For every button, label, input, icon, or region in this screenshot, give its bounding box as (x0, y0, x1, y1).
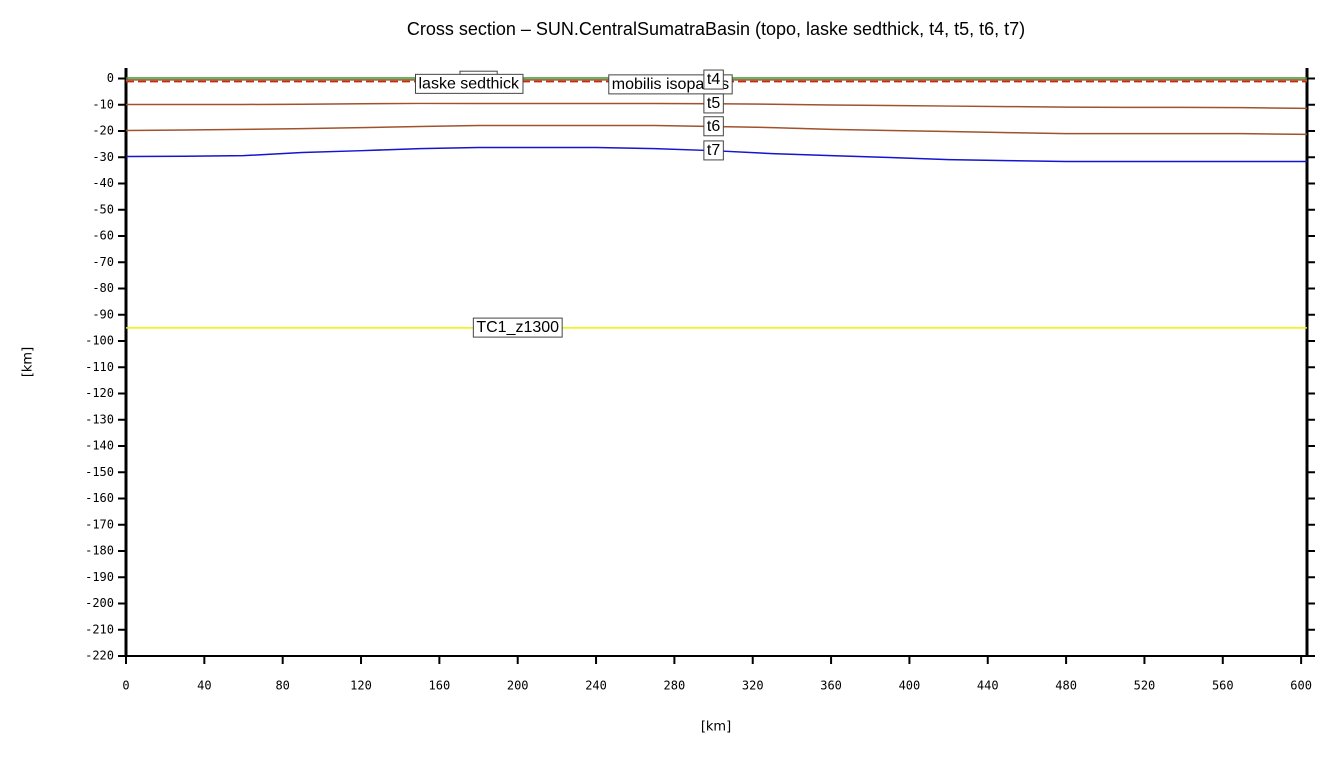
x-tick-label: 80 (275, 679, 289, 693)
y-tick-label: -50 (92, 202, 114, 216)
x-tick-label: 40 (197, 679, 211, 693)
y-tick-label: -80 (92, 281, 114, 295)
label-box (703, 140, 724, 161)
y-tick-label: -220 (85, 649, 114, 663)
y-tick-label: -200 (85, 596, 114, 610)
y-tick-label: 0 (107, 71, 114, 85)
y-tick-label: -160 (85, 491, 114, 505)
x-tick-label: 600 (1290, 679, 1312, 693)
y-tick-label: -170 (85, 517, 114, 531)
y-tick-label: -210 (85, 622, 114, 636)
series-label: laske sedthick (418, 75, 519, 92)
series-label: t6 (707, 118, 720, 135)
y-axis-label: [km] (21, 347, 36, 377)
label-box (472, 317, 563, 338)
y-tick-label: -140 (85, 439, 114, 453)
label-box (703, 69, 724, 90)
y-tick-label: -40 (92, 176, 114, 190)
series-label: TC1_z1300 (476, 319, 559, 336)
x-tick-label: 200 (507, 679, 529, 693)
y-tick-label: -190 (85, 570, 114, 584)
x-tick-label: 120 (350, 679, 372, 693)
y-tick-label: -130 (85, 412, 114, 426)
x-tick-label: 240 (585, 679, 607, 693)
label-box (703, 93, 724, 114)
x-tick-label: 520 (1134, 679, 1156, 693)
label-box (703, 116, 724, 137)
y-tick-label: -150 (85, 465, 114, 479)
y-tick-label: -120 (85, 386, 114, 400)
y-tick-label: -60 (92, 229, 114, 243)
y-tick-label: -90 (92, 307, 114, 321)
series-label: t7 (707, 142, 720, 159)
x-tick-label: 480 (1055, 679, 1077, 693)
x-tick-label: 280 (664, 679, 686, 693)
y-tick-label: -30 (92, 150, 114, 164)
y-tick-label: -110 (85, 360, 114, 374)
y-tick-label: -180 (85, 544, 114, 558)
x-tick-label: 440 (977, 679, 999, 693)
label-box (608, 74, 733, 95)
y-tick-label: -100 (85, 334, 114, 348)
series-label: t4 (707, 71, 720, 88)
y-tick-label: -20 (92, 124, 114, 138)
x-tick-label: 360 (820, 679, 842, 693)
x-tick-label: 400 (899, 679, 921, 693)
y-tick-label: -70 (92, 255, 114, 269)
chart-title: Cross section – SUN.CentralSumatraBasin … (407, 19, 1025, 39)
x-axis-label: [km] (701, 720, 731, 735)
label-box (414, 73, 524, 94)
series-label: mobilis isopachs (612, 76, 729, 93)
x-tick-label: 160 (429, 679, 451, 693)
y-tick-label: -10 (92, 97, 114, 111)
x-tick-label: 0 (122, 679, 129, 693)
x-tick-label: 560 (1212, 679, 1234, 693)
series-label: t5 (707, 95, 720, 112)
x-tick-label: 320 (742, 679, 764, 693)
